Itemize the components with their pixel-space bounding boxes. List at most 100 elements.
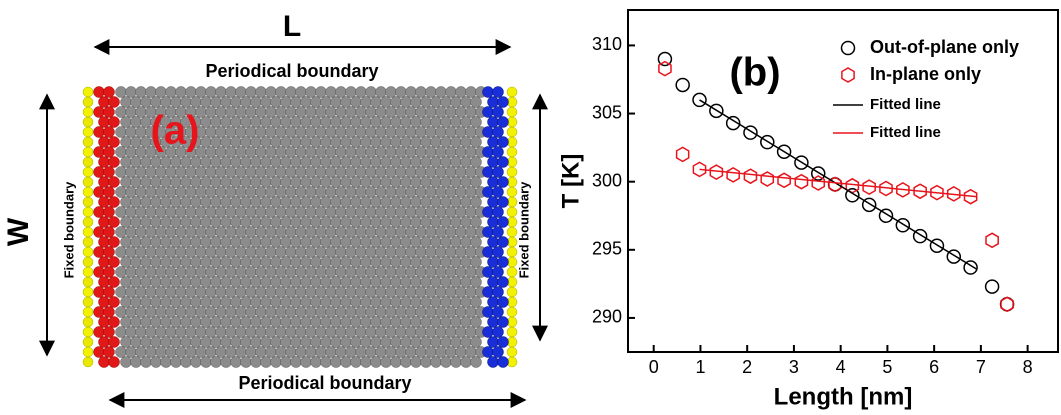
x-tick-label: 1: [695, 357, 705, 377]
atom: [305, 306, 317, 318]
atom: [340, 276, 352, 288]
atom: [360, 336, 372, 348]
atom: [220, 176, 232, 188]
atom: [200, 256, 212, 268]
atom: [355, 246, 367, 258]
atom: [130, 276, 142, 288]
atom: [440, 256, 452, 268]
atom: [482, 346, 494, 358]
atom: [280, 96, 292, 108]
atom: [205, 206, 217, 218]
atom: [190, 216, 202, 228]
atom: [230, 176, 242, 188]
atom: [325, 326, 337, 338]
atom: [230, 256, 242, 268]
atom: [145, 286, 157, 298]
atom: [310, 176, 322, 188]
atom: [395, 206, 407, 218]
atom: [175, 166, 187, 178]
atom: [450, 276, 462, 288]
atom: [370, 196, 382, 208]
atom: [345, 266, 357, 278]
atom: [195, 166, 207, 178]
atom: [310, 116, 322, 128]
atom: [370, 356, 382, 368]
atom: [200, 296, 212, 308]
atom: [103, 226, 115, 238]
atom: [290, 96, 302, 108]
atom: [225, 206, 237, 218]
atom: [305, 246, 317, 258]
atom: [265, 126, 277, 138]
atom: [375, 166, 387, 178]
atom: [497, 96, 509, 108]
atom: [370, 136, 382, 148]
atom: [240, 336, 252, 348]
atom: [230, 116, 242, 128]
atom: [225, 146, 237, 158]
atom: [440, 96, 452, 108]
atom: [487, 316, 499, 328]
atom: [497, 276, 509, 288]
atom: [470, 236, 482, 248]
atom: [380, 96, 392, 108]
atom: [415, 86, 427, 98]
atom: [300, 156, 312, 168]
atom: [260, 116, 272, 128]
atom: [120, 316, 132, 328]
atom: [295, 246, 307, 258]
atom: [82, 246, 94, 258]
atom: [410, 216, 422, 228]
atom: [506, 106, 518, 118]
atom: [280, 196, 292, 208]
atom: [150, 296, 162, 308]
atom: [400, 356, 412, 368]
atom: [405, 86, 417, 98]
atom: [425, 226, 437, 238]
atom: [275, 266, 287, 278]
atom: [82, 166, 94, 178]
atom: [230, 296, 242, 308]
atom: [335, 246, 347, 258]
atom: [82, 306, 94, 318]
atom: [265, 146, 277, 158]
atom: [270, 176, 282, 188]
atom: [315, 346, 327, 358]
atom: [93, 346, 105, 358]
atom: [120, 256, 132, 268]
atom: [205, 246, 217, 258]
atom: [305, 226, 317, 238]
atom: [82, 236, 94, 248]
atom: [120, 196, 132, 208]
atom: [215, 306, 227, 318]
atom: [380, 296, 392, 308]
atom: [98, 316, 110, 328]
atom: [103, 326, 115, 338]
atom: [170, 276, 182, 288]
atom: [300, 216, 312, 228]
atom: [455, 226, 467, 238]
atom: [440, 316, 452, 328]
atom: [82, 126, 94, 138]
data-point: [984, 279, 1000, 294]
atom: [497, 316, 509, 328]
legend-label: In-plane only: [870, 64, 981, 84]
atom: [375, 226, 387, 238]
atom: [410, 276, 422, 288]
atom: [155, 326, 167, 338]
atom: [375, 146, 387, 158]
data-point: [692, 161, 707, 178]
atom: [225, 286, 237, 298]
atom: [140, 356, 152, 368]
atom: [98, 96, 110, 108]
atom: [375, 286, 387, 298]
atom: [260, 276, 272, 288]
top-boundary: Periodical boundary: [205, 61, 378, 81]
atom: [385, 186, 397, 198]
atom: [160, 196, 172, 208]
x-tick-label: 2: [742, 357, 752, 377]
data-point: [709, 103, 724, 119]
atom: [425, 166, 437, 178]
atom: [245, 146, 257, 158]
atom: [82, 156, 94, 168]
